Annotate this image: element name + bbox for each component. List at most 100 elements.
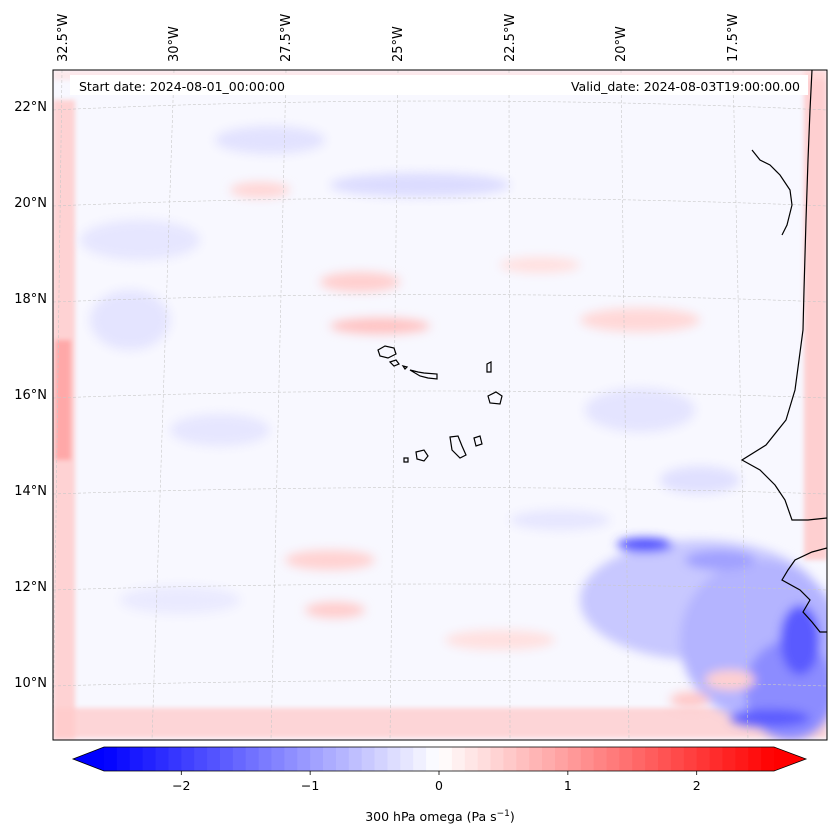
lon-label: 30°W bbox=[167, 26, 182, 62]
colorbar-step bbox=[516, 747, 530, 771]
island-sao-vicente bbox=[388, 359, 400, 367]
island-santa-luzia bbox=[401, 365, 409, 370]
colorbar-step bbox=[142, 747, 157, 771]
colorbar-step bbox=[400, 747, 414, 771]
colorbar-step bbox=[297, 747, 311, 771]
colorbar-tick-label: −1 bbox=[301, 778, 319, 793]
colorbar-step bbox=[219, 747, 234, 771]
colorbar-step bbox=[323, 747, 337, 771]
colorbar-step bbox=[658, 747, 672, 771]
colorbar-ticks: −2 −1 0 1 2 bbox=[172, 771, 701, 793]
colorbar-step bbox=[529, 747, 543, 771]
colorbar-step bbox=[245, 747, 260, 771]
island-boa-vista bbox=[487, 391, 503, 405]
lat-label: 10°N bbox=[14, 676, 47, 691]
colorbar-step bbox=[542, 747, 556, 771]
colorbar-step bbox=[439, 747, 453, 771]
colorbar-step bbox=[606, 747, 620, 771]
colorbar-step bbox=[374, 747, 389, 771]
colorbar-step bbox=[387, 747, 401, 771]
colorbar-step bbox=[490, 747, 505, 771]
date-annotation-box bbox=[70, 75, 808, 95]
colorbar-step bbox=[748, 747, 762, 771]
colorbar-label: 300 hPa omega (Pa s−1) bbox=[365, 809, 515, 824]
lon-label: 22.5°W bbox=[503, 14, 518, 62]
colorbar-step bbox=[696, 747, 711, 771]
colorbar-tick-label: 1 bbox=[564, 778, 572, 793]
lon-label: 20°W bbox=[614, 26, 629, 62]
colorbar-outline bbox=[71, 746, 808, 772]
colorbar-step bbox=[232, 747, 247, 771]
lon-label: 17.5°W bbox=[726, 14, 741, 62]
colorbar-step bbox=[709, 747, 724, 771]
colorbar-step bbox=[155, 747, 170, 771]
colorbar-step bbox=[632, 747, 646, 771]
coastline bbox=[740, 70, 827, 633]
lat-label: 12°N bbox=[14, 580, 47, 595]
colorbar: −2 −1 0 1 2 300 hPa omega (Pa s−1) bbox=[71, 746, 808, 824]
colorbar-step bbox=[761, 747, 775, 771]
colorbar-extend-max bbox=[774, 747, 806, 771]
lat-label: 18°N bbox=[14, 292, 47, 307]
colorbar-step bbox=[503, 747, 517, 771]
map-frame bbox=[52, 69, 828, 741]
colorbar-tick-label: 2 bbox=[693, 778, 701, 793]
colorbar-step bbox=[645, 747, 659, 771]
colorbar-step bbox=[451, 747, 466, 771]
island-santo-antao bbox=[377, 345, 397, 359]
lat-label: 16°N bbox=[14, 388, 47, 403]
colorbar-step bbox=[310, 747, 324, 771]
colorbar-step bbox=[554, 747, 569, 771]
colorbar-step bbox=[735, 747, 749, 771]
colorbar-step bbox=[194, 747, 208, 771]
colorbar-step bbox=[258, 747, 273, 771]
colorbar-step bbox=[477, 747, 492, 771]
colorbar-step bbox=[168, 747, 182, 771]
colorbar-step bbox=[129, 747, 144, 771]
longitude-labels: 32.5°W 30°W 27.5°W 25°W 22.5°W 20°W 17.5… bbox=[56, 14, 741, 62]
colorbar-extend-min bbox=[73, 747, 104, 771]
colorbar-step bbox=[116, 747, 131, 771]
valid-date-label: Valid_date: 2024-08-03T19:00:00.00 bbox=[571, 79, 800, 94]
lon-label: 27.5°W bbox=[279, 14, 294, 62]
colorbar-step bbox=[567, 747, 582, 771]
colorbar-step bbox=[683, 747, 698, 771]
colorbar-tick-label: 0 bbox=[435, 778, 443, 793]
colorbar-step bbox=[271, 747, 285, 771]
colorbar-step bbox=[348, 747, 363, 771]
colorbar-step bbox=[619, 747, 633, 771]
colorbar-steps bbox=[73, 747, 806, 771]
map-panel: Start date: 2024-08-01_00:00:00 Valid_da… bbox=[52, 69, 828, 741]
island-brava bbox=[403, 457, 409, 463]
island-fogo bbox=[415, 449, 429, 462]
colorbar-step bbox=[284, 747, 298, 771]
colorbar-step bbox=[580, 747, 595, 771]
colorbar-step bbox=[335, 747, 350, 771]
colorbar-step bbox=[104, 747, 118, 771]
colorbar-step bbox=[722, 747, 736, 771]
colorbar-step bbox=[413, 747, 427, 771]
island-sao-nicolau bbox=[409, 369, 438, 380]
colorbar-step bbox=[181, 747, 195, 771]
convection-region bbox=[580, 538, 827, 740]
colorbar-step bbox=[426, 747, 440, 771]
cape-verde-islands bbox=[377, 345, 503, 463]
lon-label: 32.5°W bbox=[56, 14, 71, 62]
graticule bbox=[53, 70, 827, 740]
island-maio bbox=[473, 435, 483, 447]
colorbar-tick-label: −2 bbox=[172, 778, 190, 793]
island-sal bbox=[486, 361, 492, 373]
island-santiago bbox=[449, 435, 467, 459]
colorbar-step bbox=[207, 747, 221, 771]
lat-label: 22°N bbox=[14, 100, 47, 115]
latitude-labels: 22°N 20°N 18°N 16°N 14°N 12°N 10°N bbox=[14, 100, 47, 691]
interior-anomalies bbox=[80, 126, 740, 650]
colorbar-step bbox=[464, 747, 479, 771]
lat-label: 20°N bbox=[14, 196, 47, 211]
lat-label: 14°N bbox=[14, 484, 47, 499]
colorbar-step bbox=[670, 747, 685, 771]
start-date-label: Start date: 2024-08-01_00:00:00 bbox=[79, 79, 285, 94]
colorbar-step bbox=[361, 747, 376, 771]
lon-label: 25°W bbox=[391, 26, 406, 62]
